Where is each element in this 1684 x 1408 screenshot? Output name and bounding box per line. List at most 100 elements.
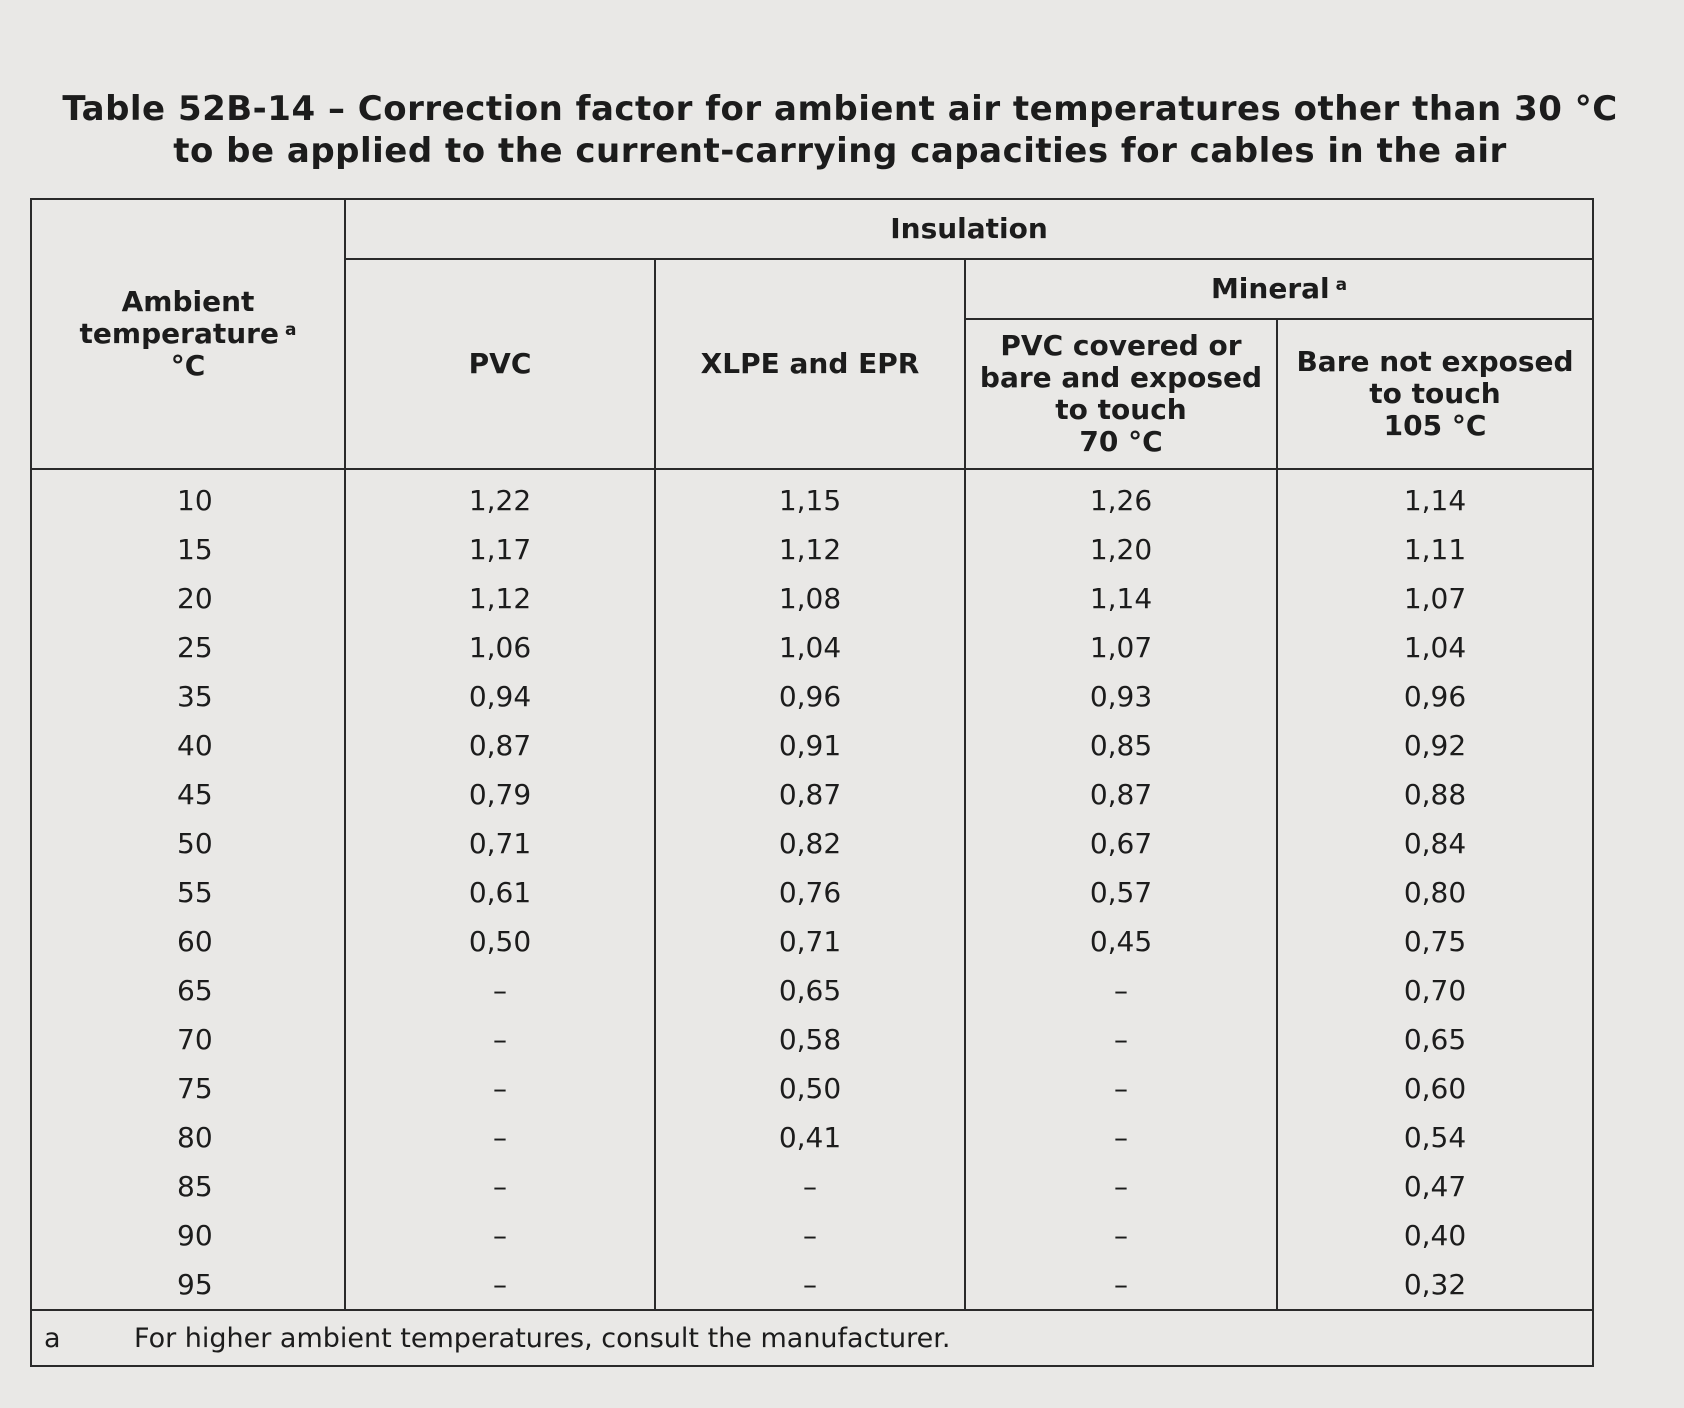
table-row: 65 – 0,65 – 0,70 [30, 966, 1595, 1015]
table-row: 70 – 0,58 – 0,65 [30, 1015, 1595, 1064]
cell-temperature: 60 [30, 917, 346, 966]
cell-temperature: 40 [30, 721, 346, 770]
table-row: 80 – 0,41 – 0,54 [30, 1113, 1595, 1162]
cell-pvc: – [344, 1211, 656, 1260]
cell-temperature: 15 [30, 525, 346, 574]
cell-mineral-70: 0,57 [964, 868, 1278, 917]
cell-xlpe: 1,04 [654, 623, 966, 672]
cell-mineral-70: – [964, 966, 1278, 1015]
header-mineral-105c: Bare not exposed to touch 105 °C [1275, 318, 1595, 470]
cell-mineral-70: 1,26 [964, 468, 1278, 525]
table-row: 35 0,94 0,96 0,93 0,96 [30, 672, 1595, 721]
cell-pvc: 0,61 [344, 868, 656, 917]
cell-mineral-105: 1,14 [1275, 468, 1595, 525]
cell-mineral-105: 1,07 [1275, 574, 1595, 623]
cell-mineral-105: 0,75 [1275, 917, 1595, 966]
cell-mineral-70: – [964, 1015, 1278, 1064]
footnote-mark: a [44, 1322, 61, 1354]
cell-temperature: 80 [30, 1113, 346, 1162]
correction-factor-table: Ambient temperature a °C Insulation PVC X… [29, 198, 1595, 1367]
cell-mineral-70: – [964, 1260, 1278, 1311]
cell-pvc: – [344, 1064, 656, 1113]
header-xlpe-epr: XLPE and EPR [654, 258, 966, 470]
cell-mineral-105: 0,92 [1275, 721, 1595, 770]
cell-pvc: 0,50 [344, 917, 656, 966]
cell-pvc: 0,71 [344, 819, 656, 868]
cell-mineral-105: 0,32 [1275, 1260, 1595, 1311]
cell-xlpe: – [654, 1260, 966, 1311]
cell-pvc: 1,06 [344, 623, 656, 672]
table-row: 20 1,12 1,08 1,14 1,07 [30, 574, 1595, 623]
cell-mineral-70: – [964, 1162, 1278, 1211]
table-title-line-1: Table 52B-14 – Correction factor for amb… [62, 89, 1618, 129]
table-row: 85 – – – 0,47 [30, 1162, 1595, 1211]
cell-pvc: 0,79 [344, 770, 656, 819]
cell-temperature: 50 [30, 819, 346, 868]
table-row: 60 0,50 0,71 0,45 0,75 [30, 917, 1595, 966]
table-footnote: a For higher ambient temperatures, consul… [29, 1309, 1595, 1367]
cell-mineral-105: 0,96 [1275, 672, 1595, 721]
cell-temperature: 95 [30, 1260, 346, 1311]
table-row: 95 – – – 0,32 [30, 1260, 1595, 1311]
cell-mineral-105: 1,04 [1275, 623, 1595, 672]
cell-temperature: 90 [30, 1211, 346, 1260]
cell-mineral-70: 0,93 [964, 672, 1278, 721]
footnote-marker: a [284, 320, 297, 340]
table-row: 55 0,61 0,76 0,57 0,80 [30, 868, 1595, 917]
cell-xlpe: 0,91 [654, 721, 966, 770]
cell-pvc: 1,17 [344, 525, 656, 574]
header-ambient-line-2: temperature a [79, 317, 297, 350]
cell-xlpe: 0,41 [654, 1113, 966, 1162]
cell-temperature: 65 [30, 966, 346, 1015]
cell-xlpe: 1,08 [654, 574, 966, 623]
cell-pvc: – [344, 966, 656, 1015]
cell-temperature: 25 [30, 623, 346, 672]
cell-pvc: – [344, 1260, 656, 1311]
table-row: 50 0,71 0,82 0,67 0,84 [30, 819, 1595, 868]
cell-xlpe: – [654, 1211, 966, 1260]
table-row: 25 1,06 1,04 1,07 1,04 [30, 623, 1595, 672]
header-ambient-line-1: Ambient [121, 285, 255, 318]
table-row: 40 0,87 0,91 0,85 0,92 [30, 721, 1595, 770]
cell-mineral-105: 0,54 [1275, 1113, 1595, 1162]
cell-pvc: – [344, 1015, 656, 1064]
cell-mineral-70: 0,67 [964, 819, 1278, 868]
table-row: 75 – 0,50 – 0,60 [30, 1064, 1595, 1113]
cell-mineral-70: 0,85 [964, 721, 1278, 770]
cell-xlpe: 0,71 [654, 917, 966, 966]
table-title-line-2: to be applied to the current-carrying ca… [173, 131, 1507, 171]
cell-pvc: – [344, 1162, 656, 1211]
header-ambient-temperature: Ambient temperature a °C [30, 198, 346, 470]
footnote-marker: a [1335, 275, 1348, 295]
cell-mineral-105: 0,70 [1275, 966, 1595, 1015]
cell-xlpe: 0,76 [654, 868, 966, 917]
cell-temperature: 20 [30, 574, 346, 623]
cell-mineral-105: 0,47 [1275, 1162, 1595, 1211]
header-ambient-unit: °C [170, 349, 206, 382]
cell-mineral-105: 0,40 [1275, 1211, 1595, 1260]
cell-xlpe: 0,82 [654, 819, 966, 868]
cell-xlpe: 1,12 [654, 525, 966, 574]
cell-xlpe: – [654, 1162, 966, 1211]
cell-mineral-70: – [964, 1113, 1278, 1162]
cell-pvc: 0,87 [344, 721, 656, 770]
cell-pvc: 0,94 [344, 672, 656, 721]
cell-mineral-70: 0,87 [964, 770, 1278, 819]
cell-pvc: 1,12 [344, 574, 656, 623]
header-pvc: PVC [344, 258, 656, 470]
cell-mineral-105: 1,11 [1275, 525, 1595, 574]
cell-pvc: 1,22 [344, 468, 656, 525]
cell-temperature: 45 [30, 770, 346, 819]
cell-mineral-105: 0,88 [1275, 770, 1595, 819]
cell-temperature: 35 [30, 672, 346, 721]
cell-xlpe: 0,87 [654, 770, 966, 819]
table-title: Table 52B-14 – Correction factor for amb… [60, 88, 1620, 172]
cell-pvc: – [344, 1113, 656, 1162]
cell-mineral-105: 0,80 [1275, 868, 1595, 917]
header-mineral: Mineral a [963, 258, 1595, 320]
header-insulation: Insulation [343, 198, 1595, 260]
cell-temperature: 10 [30, 468, 346, 525]
cell-mineral-70: 1,14 [964, 574, 1278, 623]
cell-mineral-70: – [964, 1211, 1278, 1260]
cell-mineral-70: 0,45 [964, 917, 1278, 966]
